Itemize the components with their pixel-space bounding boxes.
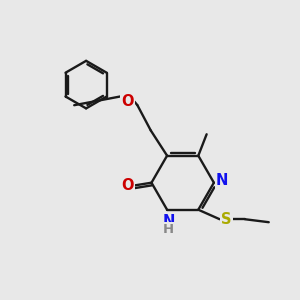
Text: O: O	[122, 94, 134, 109]
Text: H: H	[163, 224, 174, 236]
Text: S: S	[221, 212, 232, 227]
Text: N: N	[216, 173, 228, 188]
Text: O: O	[121, 178, 134, 193]
Text: N: N	[162, 214, 175, 229]
